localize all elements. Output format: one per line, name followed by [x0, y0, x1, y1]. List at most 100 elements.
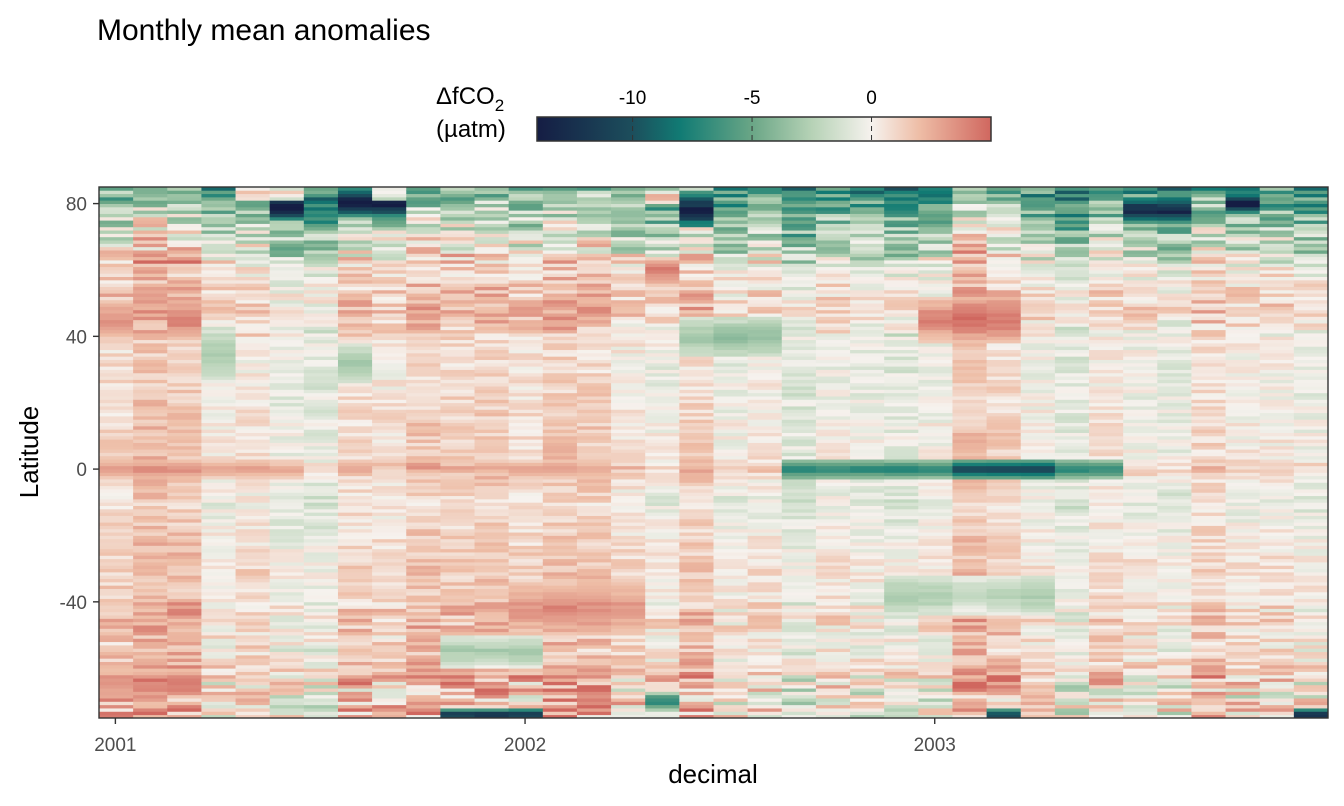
heatmap-cell	[167, 402, 202, 407]
heatmap-cell	[713, 644, 749, 649]
heatmap-cell	[884, 525, 919, 530]
heatmap-cell	[167, 522, 202, 526]
heatmap-cell	[815, 621, 851, 626]
heatmap-cell	[1123, 701, 1158, 706]
heatmap-cell	[303, 392, 339, 397]
heatmap-cell	[645, 648, 680, 653]
heatmap-cell	[781, 366, 817, 370]
heatmap-cell	[986, 462, 1022, 467]
heatmap-cell	[986, 598, 1022, 603]
heatmap-cell	[406, 575, 441, 580]
heatmap-cell	[1123, 266, 1158, 271]
heatmap-cell	[611, 565, 646, 570]
heatmap-cell	[235, 552, 271, 556]
heatmap-cell	[1123, 638, 1158, 643]
heatmap-cell	[167, 595, 202, 599]
heatmap-cell	[576, 366, 612, 370]
heatmap-cell	[576, 462, 612, 467]
heatmap-cell	[474, 356, 510, 360]
heatmap-cell	[611, 226, 646, 231]
heatmap-cell	[1123, 276, 1158, 281]
heatmap-cell	[576, 668, 612, 672]
heatmap-cell	[99, 187, 134, 191]
heatmap-cell	[576, 263, 612, 268]
heatmap-cell	[542, 250, 578, 254]
heatmap-cell	[747, 240, 783, 244]
heatmap-cell	[781, 352, 817, 357]
heatmap-cell	[235, 429, 271, 433]
heatmap-cell	[474, 319, 510, 324]
heatmap-cell	[850, 485, 885, 490]
heatmap-cell	[235, 664, 271, 669]
heatmap-cell	[337, 326, 373, 331]
heatmap-cell	[1054, 658, 1090, 662]
heatmap-cell	[542, 518, 578, 523]
heatmap-cell	[440, 442, 475, 447]
heatmap-cell	[201, 422, 236, 427]
heatmap-cell	[576, 419, 612, 424]
heatmap-cell	[576, 210, 612, 214]
heatmap-cell	[406, 386, 441, 390]
heatmap-cell	[576, 422, 612, 427]
heatmap-cell	[576, 213, 612, 218]
heatmap-cell	[508, 323, 544, 327]
heatmap-cell	[542, 595, 578, 599]
heatmap-cell	[1054, 674, 1090, 679]
heatmap-cell	[508, 366, 544, 370]
heatmap-cell	[815, 661, 851, 666]
heatmap-cell	[167, 545, 202, 550]
heatmap-cell	[372, 269, 407, 274]
heatmap-cell	[440, 621, 475, 626]
heatmap-cell	[167, 664, 202, 669]
heatmap-cell	[850, 505, 885, 510]
heatmap-cell	[133, 595, 168, 599]
heatmap-cell	[1123, 465, 1158, 470]
heatmap-cell	[645, 671, 680, 676]
heatmap-cell	[747, 230, 783, 234]
heatmap-cell	[884, 442, 919, 447]
heatmap-cell	[747, 588, 783, 593]
heatmap-cell	[440, 498, 475, 503]
heatmap-cell	[474, 518, 510, 523]
heatmap-cell	[1089, 396, 1124, 400]
heatmap-cell	[918, 445, 953, 450]
heatmap-cell	[99, 435, 134, 440]
heatmap-cell	[679, 240, 714, 244]
heatmap-cell	[235, 313, 271, 317]
heatmap-cell	[1020, 565, 1056, 570]
heatmap-cell	[918, 210, 953, 214]
heatmap-cell	[406, 210, 441, 214]
heatmap-cell	[747, 342, 783, 347]
heatmap-cell	[611, 538, 646, 543]
heatmap-cell	[1157, 644, 1192, 649]
heatmap-cell	[1123, 349, 1158, 354]
heatmap-cell	[337, 698, 373, 702]
heatmap-cell	[542, 220, 578, 224]
heatmap-cell	[372, 482, 407, 487]
heatmap-cell	[508, 545, 544, 550]
heatmap-cell	[884, 276, 919, 281]
heatmap-cell	[133, 402, 168, 407]
heatmap-cell	[542, 313, 578, 317]
heatmap-cell	[167, 515, 202, 520]
heatmap-cell	[713, 240, 749, 244]
heatmap-cell	[406, 711, 441, 716]
heatmap-cell	[1054, 369, 1090, 374]
heatmap-cell	[99, 631, 134, 636]
heatmap-cell	[611, 479, 646, 483]
heatmap-cell	[884, 313, 919, 317]
heatmap-cell	[167, 296, 202, 301]
heatmap-cell	[850, 558, 885, 563]
heatmap-cell	[542, 445, 578, 450]
heatmap-cell	[747, 498, 783, 503]
heatmap-cell	[372, 210, 407, 214]
heatmap-cell	[99, 588, 134, 593]
heatmap-cell	[474, 236, 510, 241]
heatmap-cell	[474, 638, 510, 643]
heatmap-cell	[645, 382, 680, 387]
heatmap-cell	[440, 502, 475, 506]
heatmap-cell	[167, 412, 202, 417]
heatmap-cell	[679, 684, 714, 689]
heatmap-cell	[167, 299, 202, 304]
heatmap-cell	[167, 492, 202, 497]
